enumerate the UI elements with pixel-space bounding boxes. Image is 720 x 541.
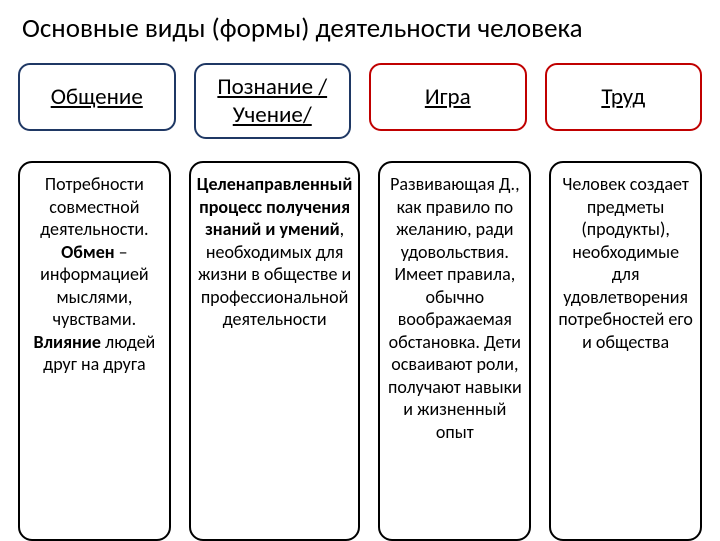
header-row: Общение Познание / Учение/ Игра Труд <box>18 63 702 139</box>
desc-sep: – <box>115 241 128 263</box>
desc-bold: Влияние <box>34 331 101 353</box>
head-cognition: Познание / Учение/ <box>194 63 352 139</box>
desc-play: Развивающая Д., как правило по желанию, … <box>378 161 531 541</box>
desc-text: Человек создает предметы (продукты), нео… <box>558 173 692 353</box>
desc-bold: Обмен <box>61 241 114 263</box>
head-play: Игра <box>369 63 527 131</box>
head-communication: Общение <box>18 63 176 131</box>
desc-cognition: Целенаправленный процесс получения знани… <box>189 161 361 541</box>
desc-communication: Потребности совместной деятельности. Обм… <box>18 161 171 541</box>
desc-text: Развивающая Д., как правило по желанию, … <box>388 173 522 443</box>
desc-text: информацией мыслями, чувствами. <box>40 263 149 330</box>
page-title: Основные виды (формы) деятельности челов… <box>18 12 702 45</box>
desc-labor: Человек создает предметы (продукты), нео… <box>549 161 702 541</box>
desc-text: Потребности совместной деятельности. <box>40 173 148 240</box>
desc-row: Потребности совместной деятельности. Обм… <box>18 161 702 541</box>
desc-bold: Целенаправленный процесс получения знани… <box>197 173 353 240</box>
head-labor: Труд <box>545 63 703 131</box>
